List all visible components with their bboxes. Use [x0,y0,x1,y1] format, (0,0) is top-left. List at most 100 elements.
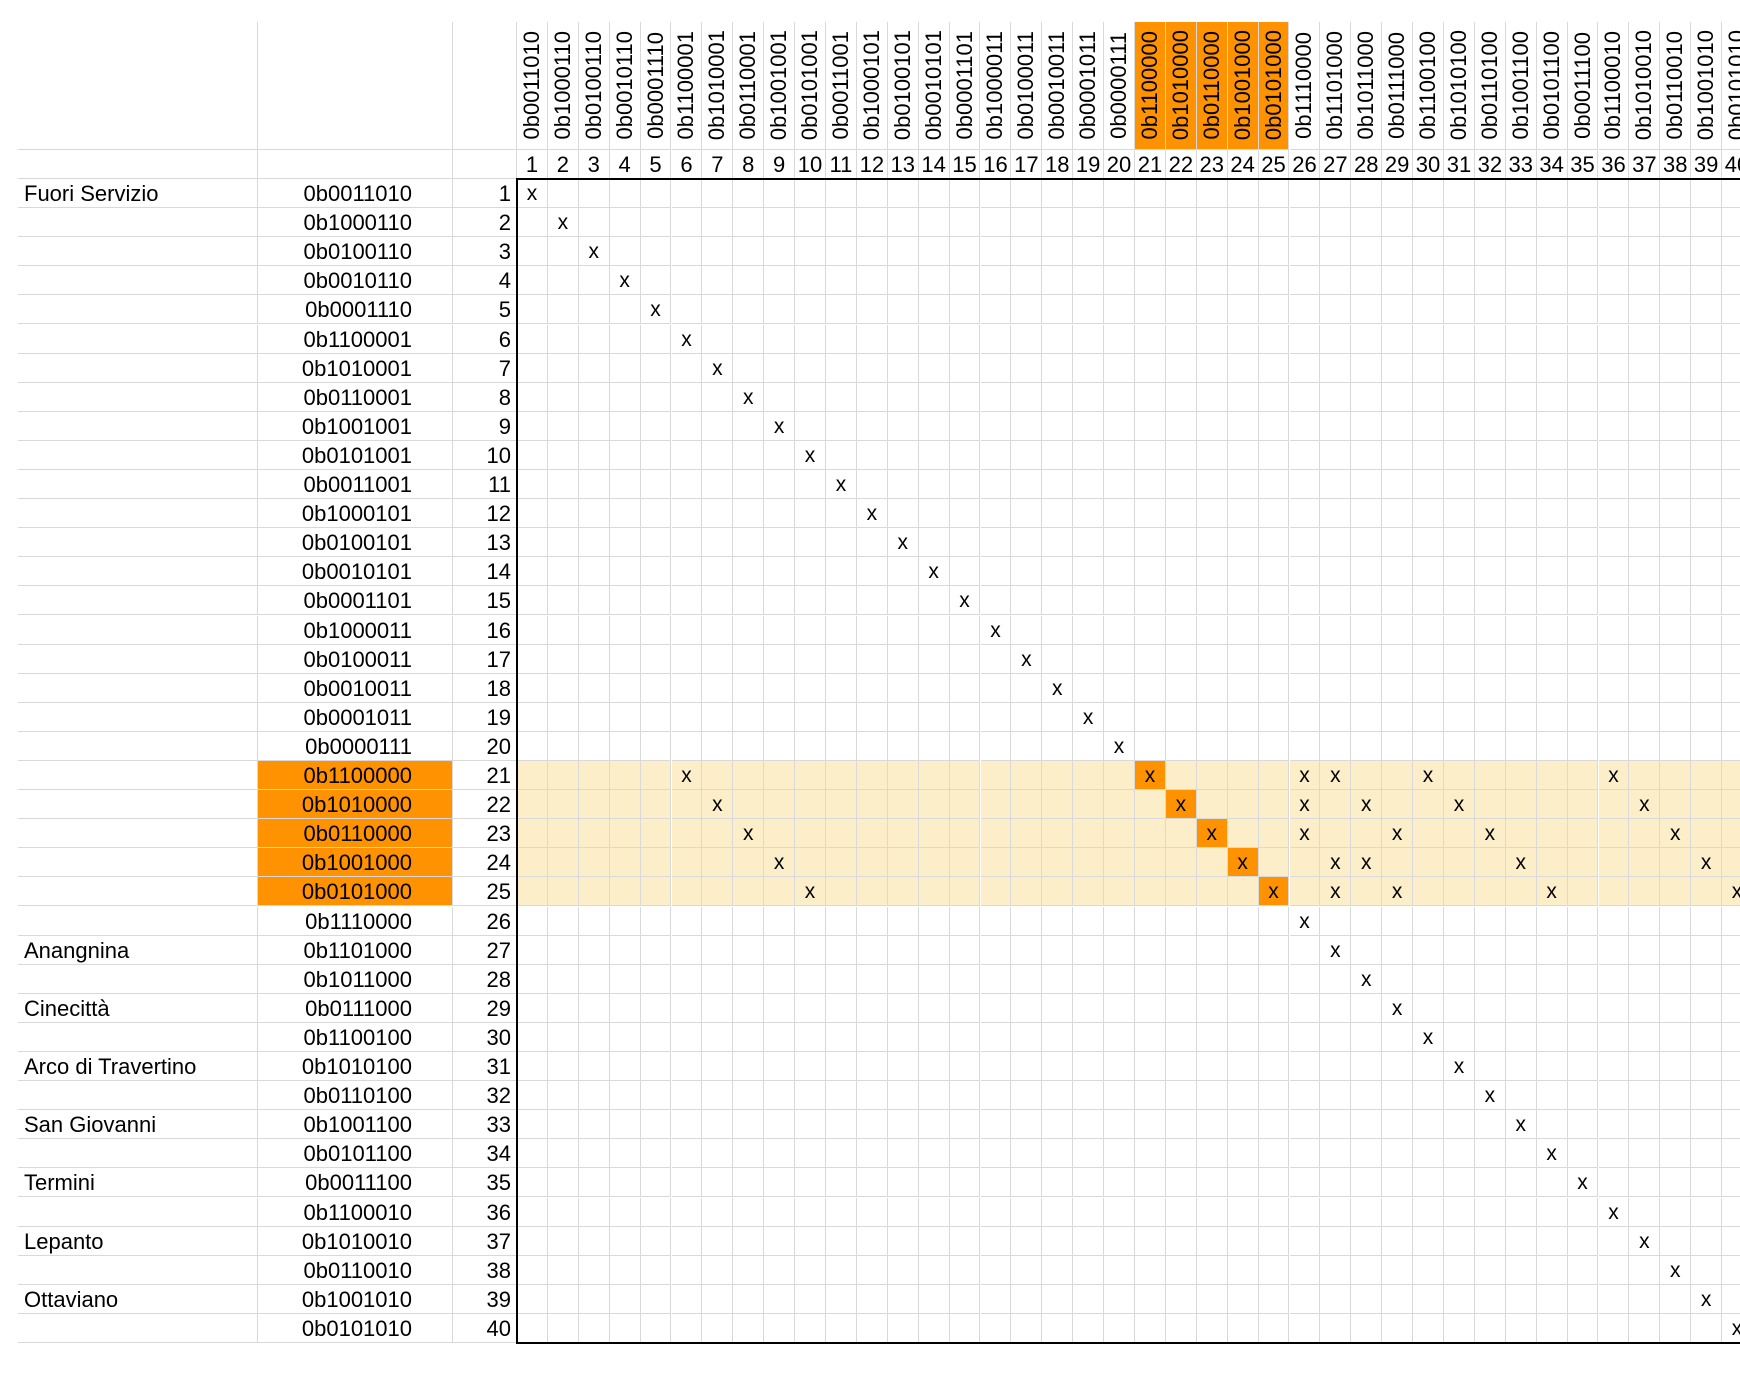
matrix-cell[interactable] [547,615,579,645]
matrix-cell[interactable] [1505,440,1537,470]
matrix-cell[interactable] [1135,324,1166,354]
matrix-cell[interactable] [671,964,703,994]
row-number-cell[interactable]: 29 [453,993,517,1023]
row-number-cell[interactable]: 14 [453,557,517,587]
matrix-cell[interactable] [671,673,703,703]
matrix-cell[interactable] [980,1255,1012,1285]
matrix-cell[interactable] [1413,615,1444,645]
matrix-cell[interactable] [1598,848,1630,878]
matrix-cell[interactable] [918,440,950,470]
matrix-cell[interactable] [949,499,981,529]
matrix-cell[interactable] [980,1197,1012,1227]
matrix-cell[interactable] [949,557,981,587]
matrix-mark-cell[interactable]: x [1536,1139,1568,1169]
matrix-cell[interactable] [671,1110,703,1140]
matrix-cell[interactable] [1660,179,1692,209]
matrix-cell[interactable] [609,1081,641,1111]
matrix-cell[interactable] [1135,1052,1166,1082]
matrix-cell[interactable] [1165,295,1197,325]
matrix-cell[interactable] [609,993,641,1023]
matrix-cell[interactable] [1104,906,1135,936]
matrix-cell[interactable] [949,266,981,296]
matrix-cell[interactable] [1505,586,1537,616]
matrix-cell[interactable] [640,993,672,1023]
matrix-cell[interactable] [1598,1110,1630,1140]
column-code-header[interactable]: 0b1000110 [547,22,579,150]
matrix-cell[interactable] [640,470,672,500]
matrix-cell[interactable] [1660,1052,1692,1082]
matrix-cell[interactable] [1567,731,1599,761]
row-number-cell[interactable]: 25 [453,877,517,907]
matrix-cell[interactable] [1165,1197,1197,1227]
matrix-cell[interactable] [1258,615,1290,645]
row-code-cell[interactable]: 0b1010000 [258,790,453,820]
matrix-cell[interactable] [1135,411,1166,441]
matrix-cell[interactable] [1722,295,1740,325]
matrix-cell[interactable] [640,731,672,761]
matrix-cell[interactable] [795,557,826,587]
matrix-cell[interactable] [1104,353,1135,383]
station-name-cell[interactable]: Ottaviano [18,1284,258,1314]
matrix-cell[interactable] [764,1139,796,1169]
matrix-cell[interactable] [856,586,888,616]
matrix-cell[interactable] [826,848,857,878]
matrix-cell[interactable] [1474,1226,1506,1256]
matrix-cell[interactable] [1011,208,1043,238]
matrix-cell[interactable] [640,848,672,878]
matrix-cell[interactable] [547,1284,579,1314]
matrix-cell[interactable] [517,1313,548,1343]
matrix-cell[interactable] [1320,964,1352,994]
matrix-cell[interactable] [1691,208,1723,238]
matrix-cell[interactable] [1691,179,1723,209]
matrix-cell[interactable] [1165,702,1197,732]
matrix-cell[interactable] [1382,673,1414,703]
matrix-cell[interactable] [887,1313,919,1343]
matrix-cell[interactable] [547,993,579,1023]
station-name-cell[interactable] [18,761,258,791]
matrix-cell[interactable] [517,1226,548,1256]
column-code-header[interactable]: 0b0111000 [1382,22,1414,150]
matrix-cell[interactable] [1722,237,1740,267]
matrix-cell[interactable] [733,586,765,616]
column-number-header[interactable]: 30 [1413,150,1444,179]
matrix-cell[interactable] [640,673,672,703]
matrix-cell[interactable] [795,208,826,238]
matrix-cell[interactable] [517,877,548,907]
matrix-mark-cell[interactable]: x [1320,877,1352,907]
station-name-cell[interactable] [18,848,258,878]
station-name-cell[interactable] [18,266,258,296]
matrix-cell[interactable] [1382,1052,1414,1082]
matrix-cell[interactable] [1196,324,1228,354]
matrix-cell[interactable] [1011,819,1043,849]
matrix-cell[interactable] [702,1226,734,1256]
matrix-cell[interactable] [1598,1255,1630,1285]
station-name-cell[interactable] [18,237,258,267]
matrix-cell[interactable] [1135,586,1166,616]
matrix-cell[interactable] [826,324,857,354]
matrix-cell[interactable] [1042,848,1074,878]
matrix-cell[interactable] [1165,819,1197,849]
matrix-mark-cell[interactable]: x [702,790,734,820]
matrix-cell[interactable] [826,557,857,587]
matrix-cell[interactable] [1536,644,1568,674]
row-code-cell[interactable]: 0b0110010 [258,1255,453,1285]
matrix-cell[interactable] [1722,1081,1740,1111]
matrix-mark-cell[interactable]: x [1289,761,1321,791]
matrix-cell[interactable] [1320,993,1352,1023]
matrix-mark-cell[interactable]: x [1289,906,1321,936]
matrix-cell[interactable] [1196,470,1228,500]
matrix-cell[interactable] [1536,266,1568,296]
matrix-cell[interactable] [1011,295,1043,325]
matrix-cell[interactable] [640,1284,672,1314]
matrix-cell[interactable] [702,964,734,994]
matrix-cell[interactable] [609,324,641,354]
matrix-cell[interactable] [1104,528,1135,558]
matrix-cell[interactable] [1382,179,1414,209]
column-number-header[interactable]: 27 [1320,150,1352,179]
matrix-cell[interactable] [1413,1139,1444,1169]
matrix-cell[interactable] [1567,790,1599,820]
matrix-cell[interactable] [1536,1255,1568,1285]
matrix-mark-cell[interactable]: x [1227,848,1259,878]
matrix-cell[interactable] [1135,440,1166,470]
matrix-cell[interactable] [1011,1226,1043,1256]
